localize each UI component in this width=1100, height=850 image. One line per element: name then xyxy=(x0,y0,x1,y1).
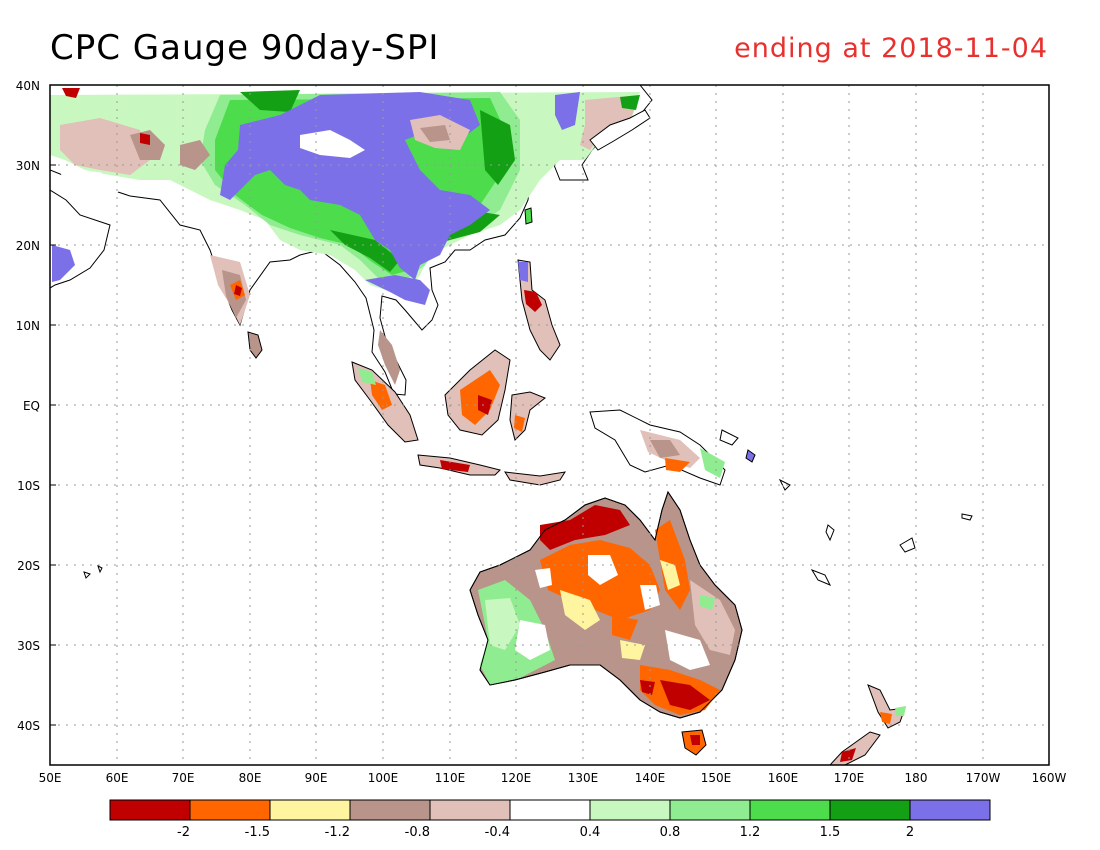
lon-label-150e: 150E xyxy=(701,771,732,785)
legend-label: 1.5 xyxy=(820,825,841,840)
lon-label-60e: 60E xyxy=(106,771,129,785)
legend-swatch xyxy=(109,799,191,821)
legend-swatch xyxy=(589,799,671,821)
legend-swatch xyxy=(429,799,511,821)
legend-swatch xyxy=(509,799,591,821)
color-bar xyxy=(109,799,991,821)
lon-label-70e: 70E xyxy=(172,771,195,785)
lon-label-110e: 110E xyxy=(435,771,466,785)
legend-label: 1.2 xyxy=(740,825,761,840)
asia-spi-field xyxy=(50,88,640,385)
lon-label-160w: 160W xyxy=(1032,771,1067,785)
lon-label-100e: 100E xyxy=(368,771,399,785)
longitude-labels: 50E 60E 70E 80E 90E 100E 110E 120E 130E … xyxy=(39,771,1067,785)
legend-swatch xyxy=(749,799,831,821)
latitude-labels: 40N 30N 20N 10N EQ 10S 20S 30S 40S xyxy=(16,79,40,733)
lon-label-140e: 140E xyxy=(635,771,666,785)
map-frame xyxy=(49,84,1050,766)
lon-label-180: 180 xyxy=(905,771,928,785)
map-subtitle-date: ending at 2018-11-04 xyxy=(734,33,1048,64)
lat-label-30n: 30N xyxy=(16,159,40,173)
legend-swatch xyxy=(909,799,991,821)
lat-label-20s: 20S xyxy=(17,559,40,573)
lon-label-50e: 50E xyxy=(39,771,62,785)
legend-label: -0.8 xyxy=(405,825,430,840)
lat-label-40s: 40S xyxy=(17,719,40,733)
legend-swatch xyxy=(349,799,431,821)
legend-label: 0.4 xyxy=(580,825,601,840)
legend-label: 2 xyxy=(906,825,914,840)
philippines xyxy=(517,259,561,361)
map-content xyxy=(50,85,973,765)
sri-lanka xyxy=(247,331,263,359)
legend-label: -1.2 xyxy=(325,825,350,840)
color-bar-labels: -2 -1.5 -1.2 -0.8 -0.4 0.4 0.8 1.2 1.5 2 xyxy=(177,825,914,840)
lat-label-20n: 20N xyxy=(16,239,40,253)
legend-label: 0.8 xyxy=(660,825,681,840)
lat-label-eq: EQ xyxy=(23,399,40,413)
lon-label-120e: 120E xyxy=(501,771,532,785)
lon-label-170w: 170W xyxy=(966,771,1001,785)
legend-swatch xyxy=(669,799,751,821)
australia-spi-field xyxy=(478,505,735,715)
legend-swatch xyxy=(269,799,351,821)
taiwan xyxy=(524,207,533,225)
legend-label: -1.5 xyxy=(245,825,270,840)
legend-swatch xyxy=(829,799,911,821)
bismarck-islands xyxy=(719,429,739,446)
lon-label-160e: 160E xyxy=(768,771,799,785)
lat-label-10n: 10N xyxy=(16,319,40,333)
legend-swatch xyxy=(189,799,271,821)
lon-label-90e: 90E xyxy=(305,771,328,785)
lat-label-40n: 40N xyxy=(16,79,40,93)
lesser-sunda xyxy=(504,471,567,486)
lon-label-80e: 80E xyxy=(239,771,262,785)
lat-label-30s: 30S xyxy=(17,639,40,653)
lon-label-130e: 130E xyxy=(568,771,599,785)
lon-label-170e: 170E xyxy=(834,771,865,785)
graticule xyxy=(50,85,1049,765)
map-title: CPC Gauge 90day-SPI xyxy=(50,28,440,68)
lat-label-10s: 10S xyxy=(17,479,40,493)
legend-label: -0.4 xyxy=(485,825,510,840)
legend-label: -2 xyxy=(177,825,190,840)
pacific-islands xyxy=(83,478,973,586)
axis-ticks xyxy=(50,84,56,726)
